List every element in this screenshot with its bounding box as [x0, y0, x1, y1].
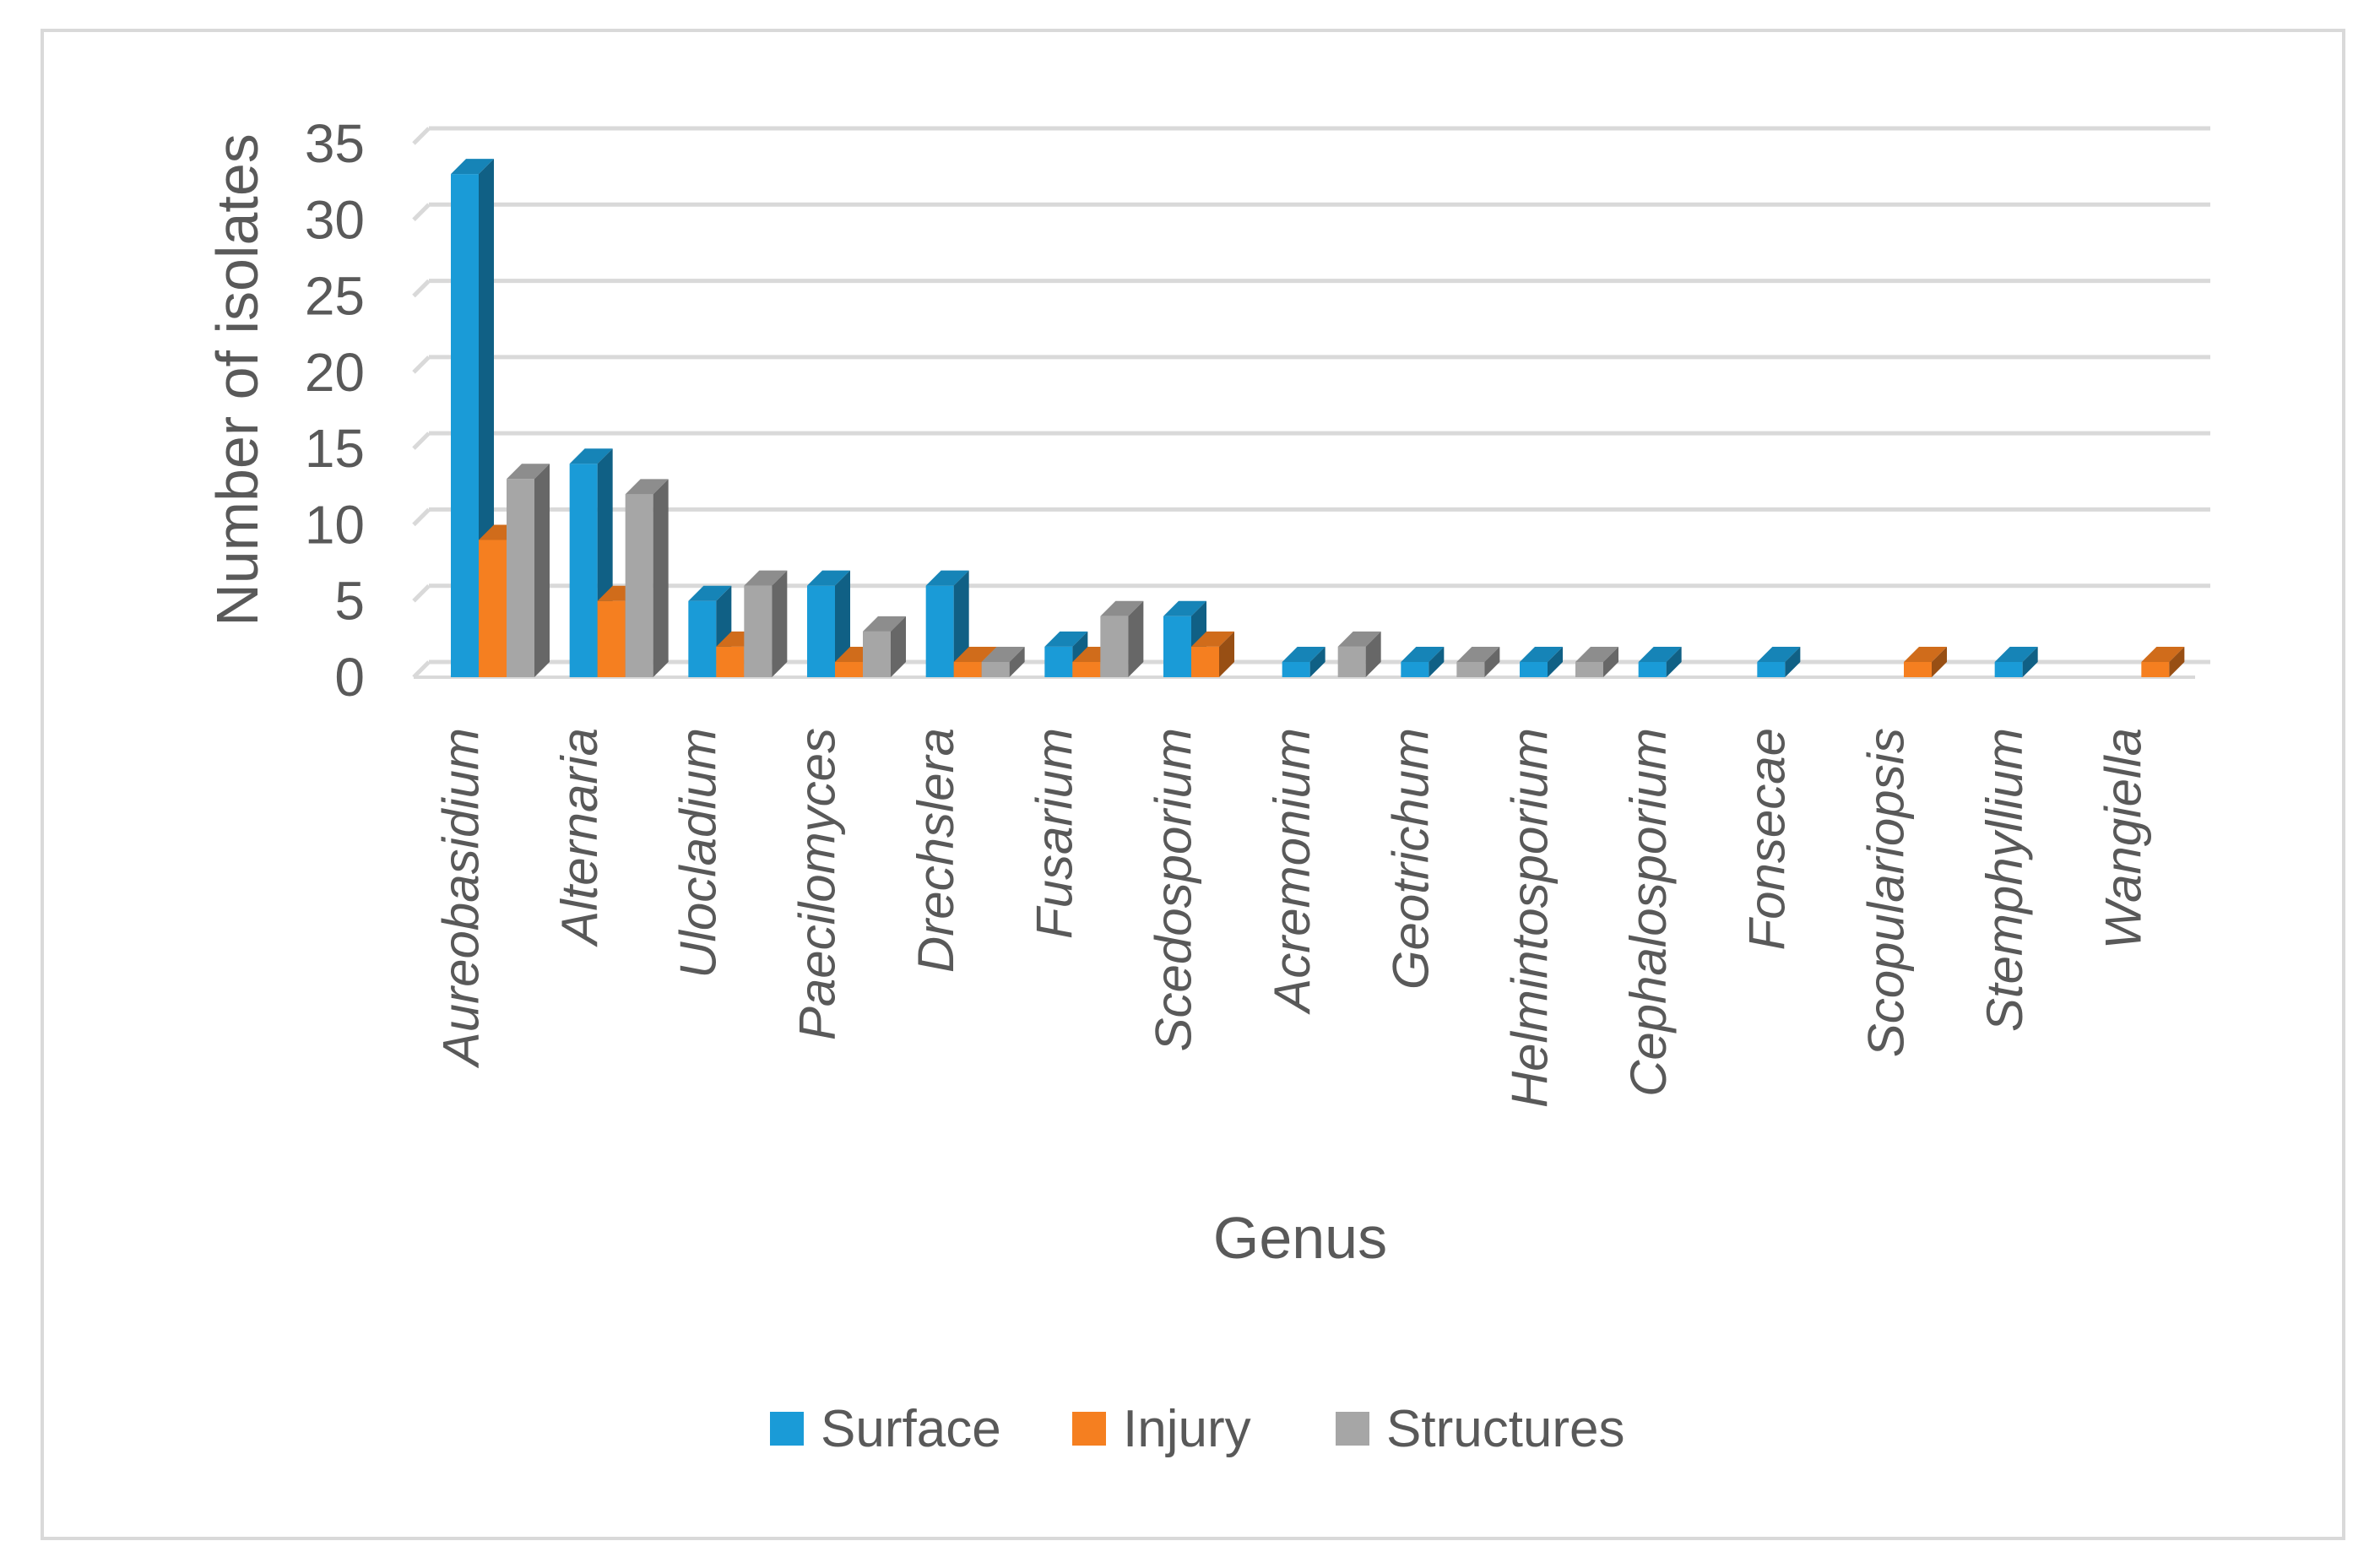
- bar-structures-geotrichum: [1456, 646, 1500, 677]
- x-category-label: Drechslera: [908, 728, 964, 973]
- bar-injury-scopulariopsis: [1904, 646, 1947, 677]
- x-category-label: Paecilomyces: [789, 728, 845, 1040]
- legend-swatch: [770, 1412, 804, 1446]
- legend-item-structures: Structures: [1336, 1400, 1625, 1458]
- bar-injury-scedosporium: [1191, 631, 1234, 677]
- bar-structures-drechslera: [981, 646, 1025, 677]
- x-category-label: Helmintosporium: [1501, 728, 1558, 1108]
- y-tick-label: 0: [334, 647, 365, 708]
- legend-swatch: [1336, 1412, 1369, 1446]
- y-axis-title: Number of isolates: [204, 133, 270, 627]
- bar-structures-helmintosporium: [1575, 646, 1618, 677]
- x-axis-categories: Aureobasidium Alternaria Ulocladium Paecilo…: [432, 728, 2151, 1108]
- x-category-label: Stemphyllium: [1976, 728, 2033, 1032]
- bar-structures-alternaria: [625, 479, 669, 677]
- x-axis-title: Genus: [1213, 1205, 1387, 1271]
- bar-surface-cephalosporium: [1638, 646, 1682, 677]
- bar-surface-fonsecae: [1757, 646, 1801, 677]
- gridline-depth: [412, 583, 431, 603]
- y-tick-label: 5: [334, 571, 365, 632]
- x-category-label: Alternaria: [551, 728, 608, 947]
- x-category-label: Scopulariopsis: [1857, 728, 1914, 1057]
- x-category-label: Acremonium: [1264, 728, 1320, 1015]
- legend-label: Surface: [821, 1400, 1001, 1458]
- gridline-depth: [412, 127, 431, 145]
- bars: [451, 159, 2185, 678]
- y-tick-label: 20: [305, 342, 365, 403]
- bar-surface-alternaria: [569, 448, 613, 677]
- x-category-label: Fonsecae: [1739, 728, 1796, 951]
- legend-item-surface: Surface: [770, 1400, 1001, 1458]
- y-tick-label: 25: [305, 266, 365, 327]
- x-category-label: Fusarium: [1027, 728, 1083, 939]
- gridline-depth: [412, 660, 431, 679]
- bar-structures-ulocladium: [744, 570, 788, 677]
- gridlines: [412, 126, 2210, 679]
- gridline-depth: [412, 355, 431, 374]
- legend-label: Structures: [1386, 1400, 1625, 1458]
- y-axis-ticks: 0 5 10 15 20 25 30 35: [305, 113, 365, 708]
- y-tick-label: 35: [305, 113, 365, 174]
- bar-structures-fusarium: [1100, 600, 1144, 677]
- x-category-label: Scedosporium: [1145, 728, 1201, 1052]
- bar-structures-acremonium: [1337, 631, 1381, 677]
- x-category-label: Ulocladium: [670, 728, 727, 979]
- bar-surface-drechslera: [925, 570, 969, 677]
- legend-label: Injury: [1123, 1400, 1251, 1458]
- x-category-label: Aureobasidium: [432, 728, 489, 1068]
- legend-swatch: [1072, 1412, 1106, 1446]
- gridline-depth: [412, 203, 431, 222]
- bar-surface-helmintosporium: [1520, 646, 1563, 677]
- y-tick-label: 10: [305, 494, 365, 555]
- bar-surface-geotrichum: [1401, 646, 1445, 677]
- x-category-label: Wangiella: [2095, 728, 2152, 949]
- bar-surface-acremonium: [1282, 646, 1326, 677]
- bar-surface-paecilomyces: [807, 570, 850, 677]
- y-tick-label: 15: [305, 418, 365, 479]
- y-tick-label: 30: [305, 189, 365, 250]
- gridline-depth: [412, 431, 431, 450]
- x-category-label: Geotrichum: [1383, 728, 1439, 990]
- gridline-depth: [412, 507, 431, 527]
- bar-structures-paecilomyces: [863, 616, 906, 677]
- bar-injury-wangiella: [2141, 646, 2185, 677]
- bar-surface-stemphyllium: [1994, 646, 2038, 677]
- legend-item-injury: Injury: [1072, 1400, 1251, 1458]
- x-category-label: Cephalosporium: [1620, 728, 1677, 1097]
- bar-structures-aureobasidium: [507, 464, 550, 677]
- legend: Surface Injury Structures: [770, 1400, 1625, 1458]
- gridline-depth: [412, 279, 431, 298]
